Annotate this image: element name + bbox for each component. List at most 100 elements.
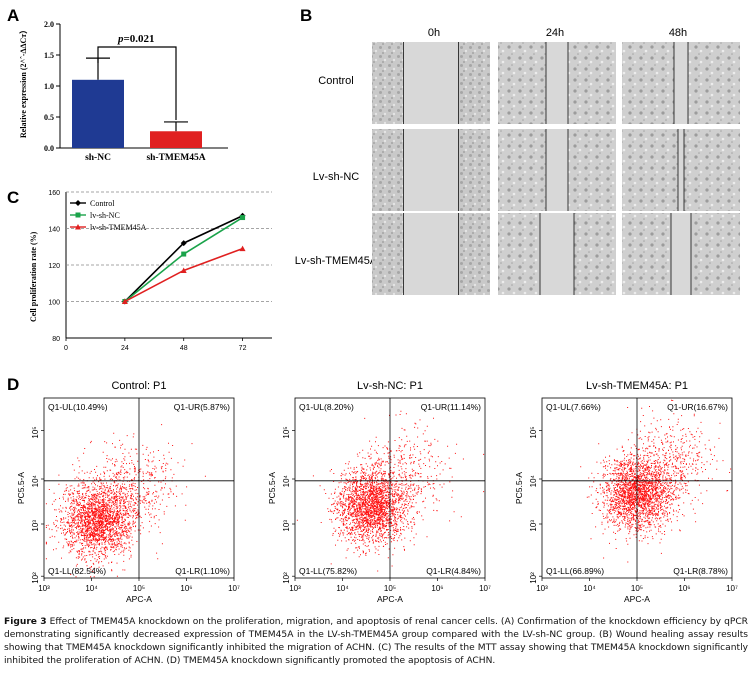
d-ytick-label: 10⁵ [282, 426, 291, 438]
wound-gap [671, 213, 691, 295]
quadrant-label: Q1-LR(1.10%) [175, 566, 230, 576]
quadrant-label: Q1-LL(75.82%) [299, 566, 357, 576]
figure-caption-container: Figure 3 Effect of TMEM45A knockdown on … [4, 617, 748, 666]
d-xtick-label: 10⁷ [726, 584, 738, 593]
wound-gap [546, 129, 568, 211]
wound-image [498, 129, 616, 211]
a-xtick-label: sh-NC [85, 153, 111, 163]
wound-gap [403, 42, 459, 124]
panel-b-wound-healing: 0h 24h 48h Control Lv-sh-NC Lv-sh-TMEM45… [295, 27, 740, 295]
wound-image [372, 129, 490, 211]
caption-figure-label: Figure 3 [4, 617, 47, 627]
flow-plot-2: Lv-sh-TMEM45A: P1 Q1-UL(7.66%) Q1-UR(16.67… [514, 380, 738, 604]
flow-plot-title: Lv-sh-NC: P1 [357, 380, 423, 392]
a-ytick-label: 2.0 [44, 20, 54, 29]
wound-image [622, 213, 740, 295]
quadrant-label: Q1-UR(5.87%) [174, 402, 230, 412]
c-ytick-label: 140 [48, 227, 60, 234]
c-legend-marker [75, 212, 81, 218]
d-ytick-label: 10³ [31, 520, 40, 532]
c-legend-label: Control [90, 199, 115, 208]
d-xtick-label: 10⁶ [180, 584, 192, 593]
d-ytick-label: 10⁴ [529, 474, 538, 487]
c-ytick-label: 160 [48, 190, 60, 197]
d-xtick-label: 10⁶ [678, 584, 690, 593]
panel-letter-a: A [7, 6, 19, 25]
a-ytick-label: 1.5 [44, 51, 54, 60]
panel-letter-d: D [7, 375, 19, 394]
d-ytick-label: 10⁵ [31, 426, 40, 438]
c-point [121, 298, 128, 304]
quadrant-label: Q1-LR(4.84%) [426, 566, 481, 576]
panel-c-line-chart: 80 100 120 140 160 0 24 48 72 Control lv-sh-NC lv-… [29, 190, 272, 352]
wound-image [622, 42, 740, 124]
wound-image [622, 129, 740, 211]
flow-plot-title: Lv-sh-TMEM45A: P1 [586, 380, 688, 392]
c-legend-marker [75, 224, 81, 230]
d-xtick-label: 10³ [38, 584, 50, 593]
row-label-control: Control [318, 75, 353, 87]
a-ytick-label: 1.0 [44, 82, 54, 91]
c-point [181, 251, 187, 257]
caption-text: Effect of TMEM45A knockdown on the proli… [4, 617, 748, 666]
d-ytick-label: 10³ [529, 520, 538, 532]
quadrant-label: Q1-UL(8.20%) [299, 402, 354, 412]
panel-letter-c: C [7, 188, 19, 207]
wound-image [372, 213, 490, 295]
c-ytick-label: 80 [52, 336, 60, 343]
panel-c-ylabel: Cell proliferation rate (%) [29, 231, 38, 322]
c-point [239, 245, 246, 252]
d-xtick-label: 10⁶ [431, 584, 443, 593]
c-xtick-label: 72 [239, 345, 247, 352]
c-xtick-label: 0 [64, 345, 68, 352]
wound-gap [403, 213, 459, 295]
c-legend-label: lv-sh-NC [90, 211, 120, 220]
d-ytick-label: 10³ [282, 520, 291, 532]
quadrant-label: Q1-UL(7.66%) [546, 402, 601, 412]
c-point [180, 267, 187, 273]
c-point [240, 215, 246, 221]
d-xtick-label: 10⁷ [228, 584, 240, 593]
c-point [180, 240, 187, 247]
d-ytick-label: 10⁴ [31, 474, 40, 487]
quadrant-label: Q1-UR(16.67%) [667, 402, 728, 412]
wound-gap [540, 213, 574, 295]
panel-letter-b: B [300, 6, 312, 25]
c-xtick-label: 48 [180, 345, 188, 352]
flow-dots [296, 410, 485, 572]
d-ytick-label: 10² [282, 572, 291, 584]
a-xtick-label: sh-TMEM45A [146, 153, 205, 163]
wound-gap [678, 129, 684, 211]
flow-plot-title: Control: P1 [111, 380, 166, 392]
c-legend-label: lv-sh-TMEM45A [90, 223, 147, 232]
wound-image [498, 213, 616, 295]
panel-a-bar-chart: 0.0 0.5 1.0 1.5 2.0 sh-NC sh-TMEM45A Relative… [18, 20, 228, 163]
significance-bracket [97, 46, 177, 120]
a-bar-sh-TMEM45A [150, 131, 202, 148]
d-ytick-label: 10² [31, 572, 40, 584]
d-xtick-label: 10⁵ [384, 584, 396, 593]
col-label-24h: 24h [546, 27, 564, 39]
c-xtick-label: 24 [121, 345, 129, 352]
d-xtick-label: 10⁴ [85, 584, 98, 593]
quadrant-label: Q1-LR(8.78%) [673, 566, 728, 576]
row-label-lv-sh-tmem45a: Lv-sh-TMEM45A [295, 255, 378, 267]
d-ylabel: PC5.5-A [16, 472, 26, 504]
wound-image [372, 42, 490, 124]
quadrant-label: Q1-LL(82.54%) [48, 566, 106, 576]
d-xtick-label: 10⁵ [133, 584, 145, 593]
row-label-lv-sh-nc: Lv-sh-NC [313, 171, 360, 183]
col-label-0h: 0h [428, 27, 440, 39]
c-ytick-label: 100 [48, 300, 60, 307]
d-ylabel: PC5.5-A [267, 472, 277, 504]
wound-gap [546, 42, 568, 124]
d-ylabel: PC5.5-A [514, 472, 524, 504]
d-xlabel: APC-A [377, 594, 403, 604]
a-ytick-label: 0.0 [44, 144, 54, 153]
a-ytick-label: 0.5 [44, 113, 54, 122]
d-xtick-label: 10⁵ [631, 584, 643, 593]
